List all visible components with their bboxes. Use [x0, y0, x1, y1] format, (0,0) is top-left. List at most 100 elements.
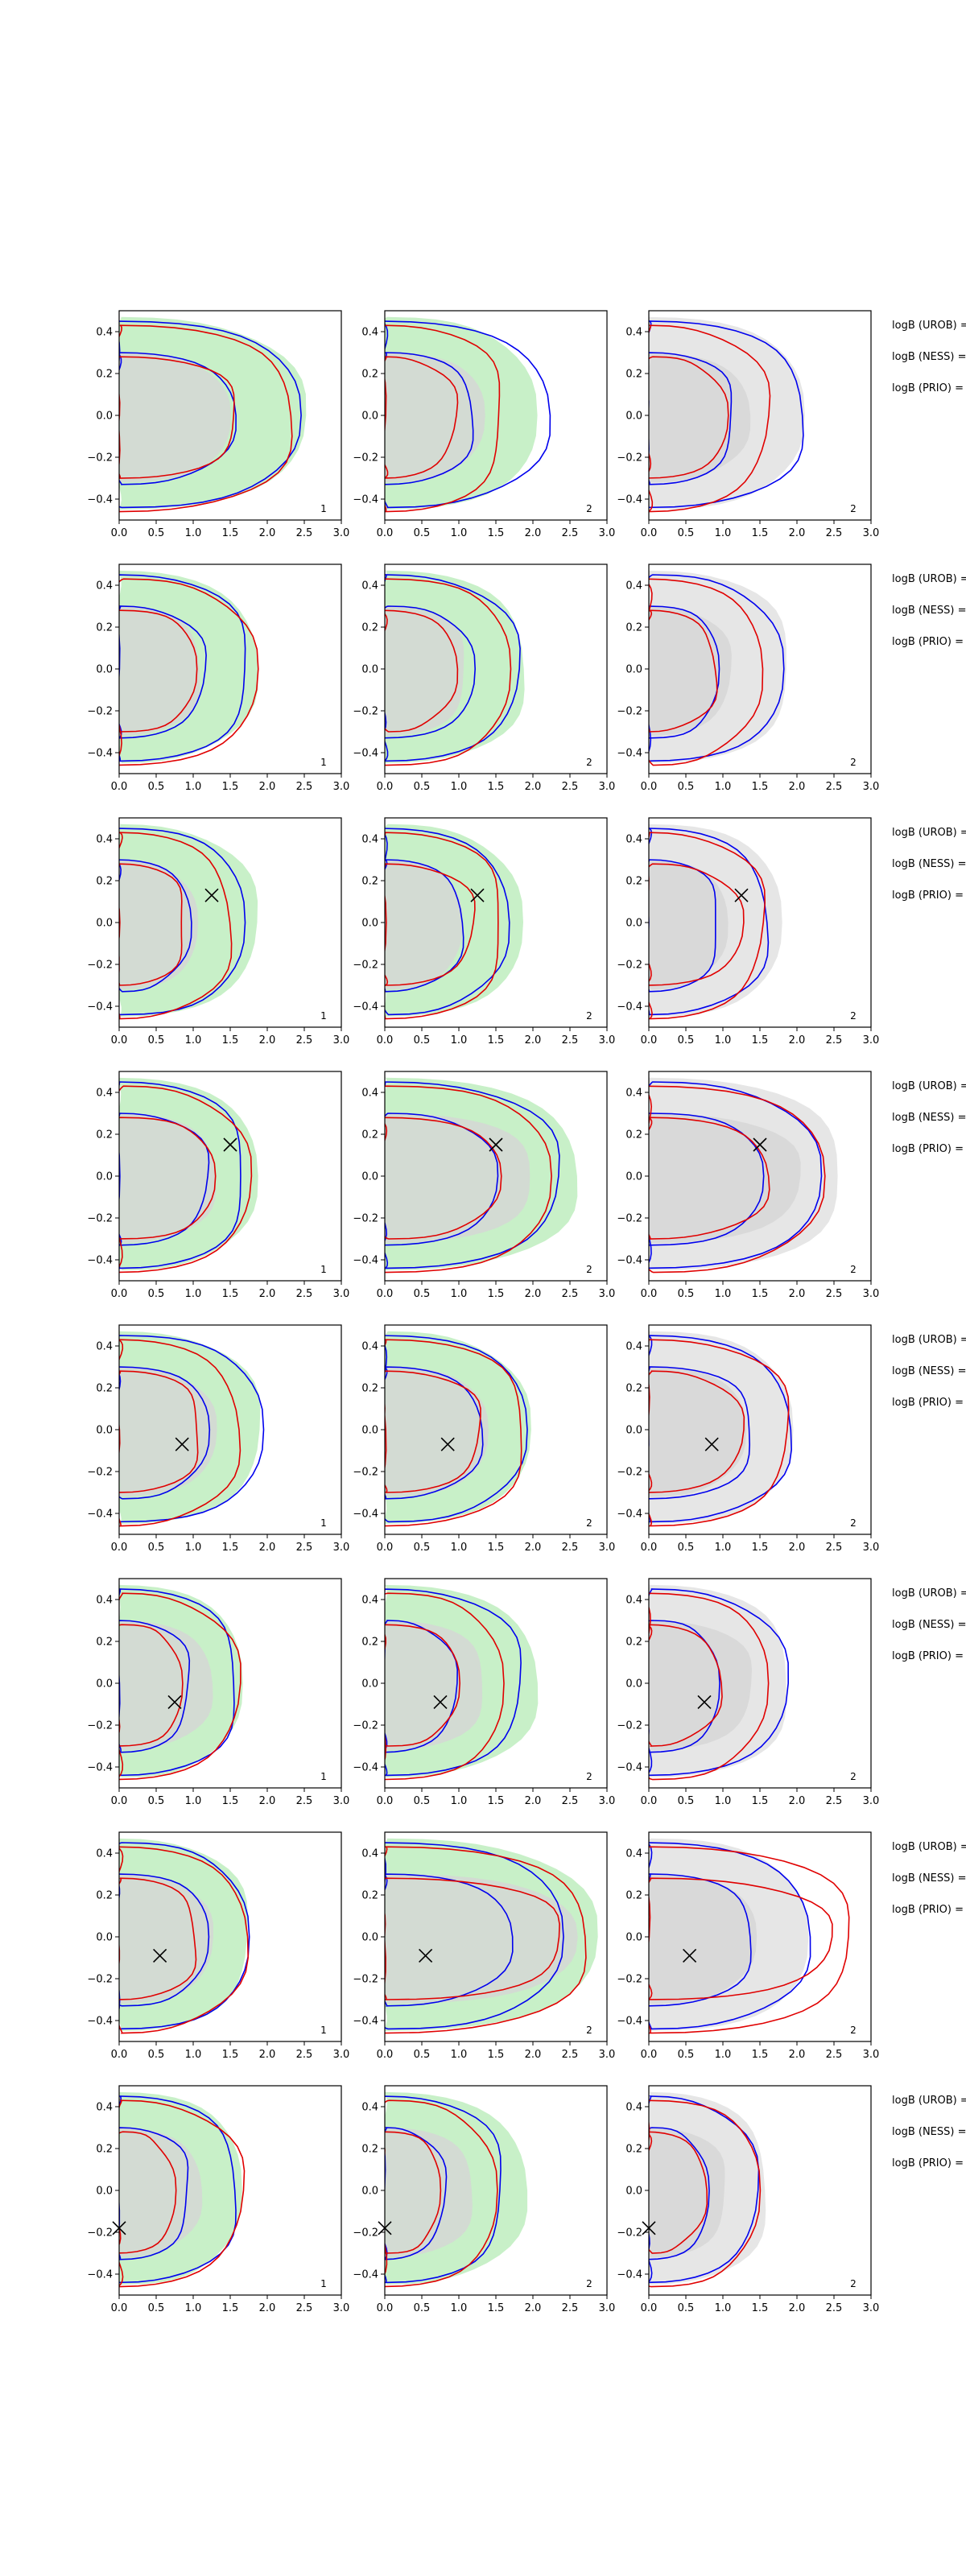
filled-inner-contour: [649, 1620, 752, 1751]
true-value-marker: [440, 1437, 455, 1451]
y-tick-label: 0.4: [625, 834, 642, 846]
red-outer-contour: [385, 1339, 522, 1527]
y-tick-label: 0.4: [361, 2102, 378, 2114]
logb-label: logB (UROB) =: [892, 827, 966, 839]
filled-inner-contour: [119, 1874, 213, 2004]
blue-inner-contour: [385, 1366, 484, 1500]
y-tick-label: 0.2: [625, 1890, 642, 1902]
true-value-marker: [697, 1695, 712, 1709]
logb-label: logB (PRIO) =: [892, 2157, 964, 2169]
logb-label: logB (NESS) =: [892, 605, 966, 617]
x-tick-label: 2.0: [525, 527, 542, 539]
blue-outer-contour: [119, 828, 246, 1016]
y-tick-label: 0.2: [96, 1890, 113, 1902]
blue-outer-contour: [119, 2095, 237, 2284]
red-outer-contour: [119, 1846, 250, 2034]
x-tick-label: 2.5: [562, 1288, 579, 1300]
x-tick-label: 2.0: [259, 1542, 276, 1554]
y-tick-label: −0.2: [353, 960, 378, 972]
x-tick-label: 2.5: [296, 2302, 313, 2314]
x-tick-label: 1.5: [222, 1288, 239, 1300]
logb-label: logB (NESS) =: [892, 2126, 966, 2138]
x-tick-label: 2.0: [525, 1034, 542, 1046]
x-tick-label: 2.0: [789, 2302, 806, 2314]
x-tick-label: 2.5: [826, 2049, 843, 2061]
x-tick-label: 2.0: [259, 527, 276, 539]
x-tick-label: 0.5: [414, 2049, 431, 2061]
x-tick-label: 1.0: [185, 1288, 202, 1300]
x-tick-label: 3.0: [333, 1034, 350, 1046]
red-outer-contour: [119, 832, 233, 1020]
panel-r6-c3: 0.0 0.5 1.0 1.5 2.0 2.5 3.0 −0.4 −0.2 0.0 0.2 0.4 2: [617, 1578, 879, 1807]
panel-r2-c2: 0.0 0.5 1.0 1.5 2.0 2.5 3.0 −0.4 −0.2 0.0 0.2 0.4 2: [353, 564, 615, 793]
true-value-marker: [175, 1437, 189, 1451]
panel-r4-c3: 0.0 0.5 1.0 1.5 2.0 2.5 3.0 −0.4 −0.2 0.0 0.2 0.4 2: [617, 1071, 879, 1300]
y-tick-label: 0.0: [96, 1425, 113, 1437]
x-tick-label: 3.0: [333, 1795, 350, 1807]
true-value-marker: [419, 1948, 433, 1963]
x-tick-label: 0.0: [641, 1542, 658, 1554]
logb-label: logB (NESS) =: [892, 858, 966, 870]
y-tick-label: −0.4: [617, 748, 642, 760]
x-tick-label: 1.0: [715, 1795, 732, 1807]
x-tick-label: 0.5: [414, 2302, 431, 2314]
red-inner-contour: [649, 1117, 770, 1240]
filled-inner-contour: [385, 1113, 530, 1244]
x-tick-label: 1.0: [715, 1034, 732, 1046]
x-tick-label: 2.0: [525, 781, 542, 793]
x-tick-label: 3.0: [599, 1795, 616, 1807]
blue-outer-contour: [385, 574, 521, 762]
x-tick-label: 2.5: [296, 1542, 313, 1554]
x-tick-label: 2.5: [826, 1795, 843, 1807]
y-tick-label: 0.0: [625, 664, 642, 676]
x-tick-label: 2.5: [296, 527, 313, 539]
panel-number: 1: [320, 1010, 327, 1022]
true-value-marker: [489, 1137, 503, 1152]
y-tick-label: 0.2: [625, 369, 642, 381]
panel-number: 1: [320, 503, 327, 514]
panel-number: 2: [586, 1771, 592, 1782]
panel-number: 2: [850, 503, 857, 514]
y-tick-label: 0.0: [625, 411, 642, 423]
x-tick-label: 0.5: [678, 527, 695, 539]
x-tick-label: 0.0: [641, 1288, 658, 1300]
blue-inner-contour: [649, 605, 720, 739]
red-inner-contour: [649, 1624, 723, 1747]
logb-label: logB (PRIO) =: [892, 636, 964, 648]
y-tick-label: 0.2: [361, 876, 378, 888]
panel-number: 2: [586, 503, 592, 514]
panel-r7-c2: 0.0 0.5 1.0 1.5 2.0 2.5 3.0 −0.4 −0.2 0.0 0.2 0.4 2: [353, 1831, 615, 2061]
true-value-marker: [470, 888, 485, 902]
red-inner-contour: [385, 1370, 481, 1493]
panel-r6-c2: 0.0 0.5 1.0 1.5 2.0 2.5 3.0 −0.4 −0.2 0.0 0.2 0.4 2: [353, 1578, 616, 1807]
x-tick-label: 2.0: [259, 1795, 276, 1807]
y-tick-label: 0.0: [625, 1678, 642, 1690]
x-tick-label: 1.5: [222, 1542, 239, 1554]
x-tick-label: 2.0: [259, 1288, 276, 1300]
filled-inner-contour: [119, 860, 199, 990]
x-tick-label: 1.5: [752, 1795, 769, 1807]
panel-number: 2: [586, 1264, 592, 1275]
y-tick-label: 0.0: [625, 1425, 642, 1437]
y-tick-label: 0.0: [361, 1932, 378, 1944]
panel-r3-c2: 0.0 0.5 1.0 1.5 2.0 2.5 3.0 −0.4 −0.2 0.0 0.2 0.4 2: [353, 817, 615, 1046]
true-value-marker: [204, 888, 219, 902]
filled-inner-contour: [649, 1874, 758, 2004]
red-outer-contour: [649, 1592, 770, 1781]
x-tick-label: 1.5: [222, 1795, 239, 1807]
logb-label: logB (UROB) =: [892, 2095, 966, 2107]
y-tick-label: 0.0: [361, 2186, 378, 2198]
y-tick-label: 0.2: [361, 1637, 378, 1649]
x-tick-label: 0.5: [678, 781, 695, 793]
y-tick-label: 0.0: [96, 1932, 113, 1944]
x-tick-label: 0.0: [111, 2049, 128, 2061]
x-tick-label: 3.0: [599, 781, 616, 793]
true-value-marker: [704, 1437, 719, 1451]
x-tick-label: 0.0: [377, 1288, 394, 1300]
blue-inner-contour: [649, 1366, 751, 1500]
red-outer-contour: [119, 1339, 242, 1527]
x-tick-label: 1.5: [488, 2302, 505, 2314]
blue-inner-contour: [385, 2127, 448, 2260]
x-tick-label: 2.5: [562, 527, 579, 539]
x-tick-label: 2.5: [296, 781, 313, 793]
